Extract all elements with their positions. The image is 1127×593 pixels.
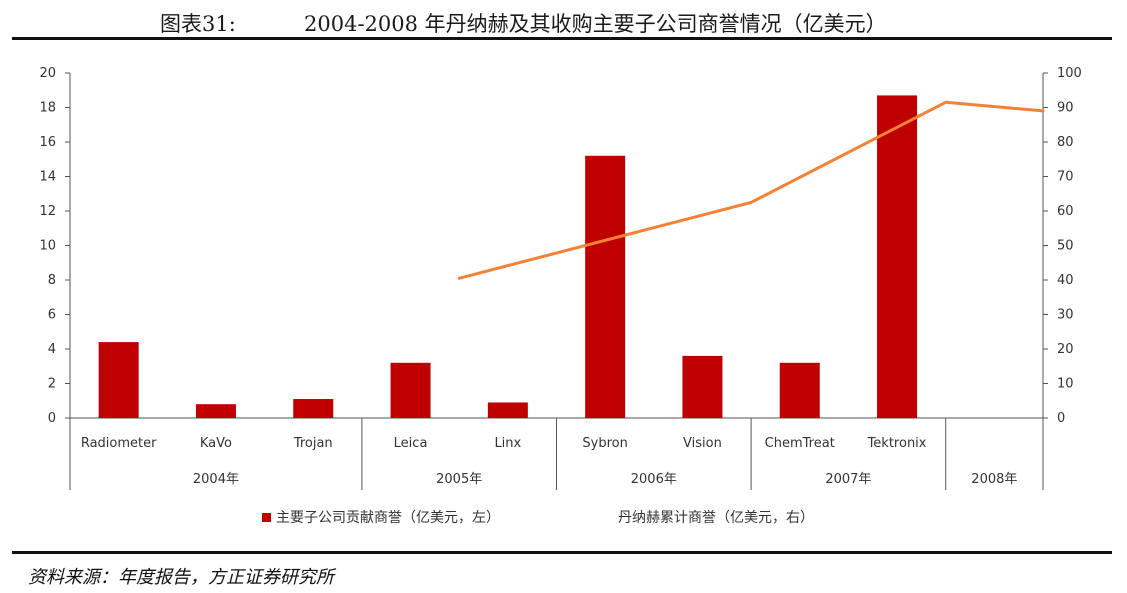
group-label: 2007年: [825, 472, 871, 487]
legend-bar-swatch: [262, 513, 271, 522]
right-axis-tick-label: 10: [1057, 377, 1074, 392]
category-label: Tektronix: [867, 436, 927, 451]
left-axis-tick-label: 10: [39, 239, 56, 254]
source-note: 资料来源：年度报告，方正证券研究所: [28, 567, 334, 588]
combo-chart: 0 2 4 6 8 10 12 14 16 18 20 0 10 20 30 40 50 60 70 80 90 100 R…: [39, 66, 1082, 526]
top-rule: [12, 37, 1112, 40]
group-label: 2005年: [436, 472, 482, 487]
left-axis-tick-label: 20: [39, 66, 56, 81]
chart-header: 图表31: 2004-2008 年丹纳赫及其收购主要子公司商誉情况（亿美元）: [0, 0, 1127, 38]
legend-bar-label: 主要子公司贡献商誉（亿美元，左）: [276, 510, 500, 526]
bottom-rule: [12, 551, 1112, 554]
right-axis-tick-label: 0: [1057, 411, 1065, 426]
right-axis-tick-label: 80: [1057, 135, 1074, 150]
bar-kavo: [195, 404, 236, 418]
category-label: Sybron: [582, 436, 627, 451]
right-axis-tick-label: 60: [1057, 204, 1074, 219]
right-axis-tick-label: 100: [1057, 66, 1082, 81]
category-label: Leica: [394, 436, 428, 451]
left-axis-tick-label: 14: [39, 170, 56, 185]
category-label: KaVo: [200, 436, 232, 451]
bar-sybron: [585, 155, 626, 419]
cumulative-goodwill-line: [457, 100, 1045, 280]
bar-tektronix: [877, 95, 918, 419]
right-axis-tick-label: 30: [1057, 308, 1074, 323]
category-label: Trojan: [293, 436, 333, 451]
bar-chemtreat: [779, 362, 820, 418]
category-label: Linx: [494, 436, 521, 451]
left-axis-tick-label: 4: [48, 342, 56, 357]
figure-title: 2004-2008 年丹纳赫及其收购主要子公司商誉情况（亿美元）: [304, 12, 887, 36]
right-axis-tick-label: 20: [1057, 342, 1074, 357]
bar-leica: [390, 362, 431, 418]
left-axis-tick-label: 0: [48, 411, 56, 426]
right-axis-tick-label: 90: [1057, 101, 1074, 116]
bar-vision: [682, 355, 723, 418]
left-axis-tick-label: 16: [39, 135, 56, 150]
right-axis-tick-label: 50: [1057, 239, 1074, 254]
group-label: 2006年: [631, 472, 677, 487]
category-label: Radiometer: [81, 436, 157, 451]
figure-label: 图表31:: [160, 12, 236, 36]
left-axis-tick-label: 2: [48, 377, 56, 392]
legend-line-label: 丹纳赫累计商誉（亿美元，右）: [618, 510, 814, 526]
left-axis-tick-label: 6: [48, 308, 56, 323]
left-axis-tick-label: 18: [39, 101, 56, 116]
left-axis-tick-label: 8: [48, 273, 56, 288]
group-label: 2004年: [193, 472, 239, 487]
right-axis-tick-label: 70: [1057, 170, 1074, 185]
left-axis-tick-label: 12: [39, 204, 56, 219]
right-axis-tick-label: 40: [1057, 273, 1074, 288]
bar-radiometer: [98, 342, 139, 418]
group-label: 2008年: [971, 472, 1017, 487]
bar-linx: [487, 402, 528, 418]
category-label: ChemTreat: [765, 436, 835, 451]
category-label: Vision: [683, 436, 722, 451]
bar-trojan: [293, 399, 334, 418]
